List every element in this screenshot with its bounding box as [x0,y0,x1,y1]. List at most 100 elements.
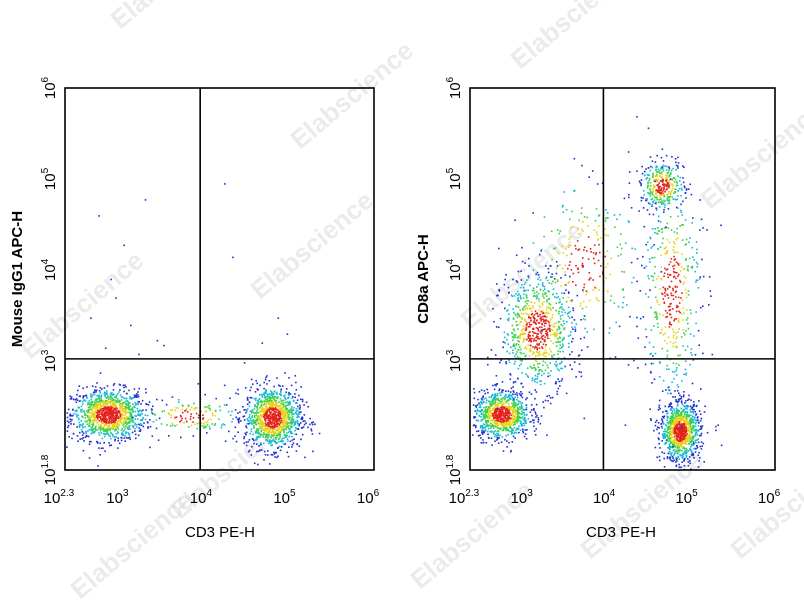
event-dot [269,400,272,403]
event-dot [688,435,690,437]
event-dot [254,412,257,414]
event-dot [299,404,301,407]
event-dot [681,435,683,438]
event-dot [121,432,123,434]
event-dot [687,405,689,408]
event-dot [539,353,542,355]
event-dot [113,396,116,398]
event-dot [694,429,696,431]
event-dot [97,397,100,399]
event-dot [510,449,512,452]
event-dot [273,393,275,396]
event-dot [119,414,121,417]
event-dot [117,437,119,440]
event-dot [520,279,523,281]
event-dot [681,442,683,445]
event-dot [88,457,91,459]
event-dot [277,426,280,428]
event-dot [105,413,107,415]
event-dot [674,431,676,433]
event-dot [282,410,284,413]
event-dot [285,398,287,401]
event-dot [297,422,299,425]
event-dot [292,396,294,398]
event-dot [156,398,158,401]
event-dot [82,432,85,435]
event-dot [670,459,672,462]
event-dot [664,405,667,408]
event-dot [503,423,506,426]
event-dot [528,334,530,336]
event-dot [532,340,535,342]
event-dot [91,423,93,426]
event-dot [473,387,475,390]
event-dot [571,326,573,329]
event-dot [271,391,273,393]
event-dot [106,414,108,417]
event-dot [255,380,257,382]
event-dot [482,411,485,413]
event-dot [516,351,518,353]
event-dot [130,420,132,422]
event-dot [234,409,237,411]
event-dot [70,414,72,417]
event-dot [670,422,672,425]
event-dot [69,418,71,421]
event-dot [98,427,100,429]
event-dot [514,336,517,338]
event-dot [256,437,258,440]
event-dot [103,387,106,389]
event-dot [540,316,542,318]
event-dot [255,432,257,434]
event-dot [88,418,91,420]
event-dot [496,283,498,285]
event-dot [80,419,83,422]
event-dot [264,391,267,393]
event-dot [683,464,686,467]
event-dot [278,434,280,436]
event-dot [519,422,522,424]
event-dot [499,419,502,421]
event-dot [669,437,671,439]
event-dot [521,360,523,362]
event-dot [501,436,504,438]
event-dot [513,424,515,426]
event-dot [673,459,676,462]
event-dot [685,454,688,457]
event-dot [209,428,211,430]
event-dot [513,391,515,393]
event-dot [107,396,109,399]
event-dot [500,359,502,362]
event-dot [110,413,112,416]
event-dot [532,421,535,424]
event-dot [676,434,678,436]
event-dot [498,428,501,430]
event-dot [278,426,281,428]
event-dot [538,253,541,256]
event-dot [271,431,274,433]
event-dot [513,399,515,401]
event-dot [246,431,248,434]
event-dot [670,446,672,448]
event-dot [114,399,116,401]
event-dot [680,400,683,402]
event-dot [535,416,537,418]
event-dot [491,393,494,396]
event-dot [125,404,128,407]
event-dot [686,435,688,438]
event-dot [523,435,526,438]
event-dot [182,405,184,407]
event-dot [507,429,510,431]
event-dot [118,404,121,407]
event-dot [107,426,110,428]
event-dot [530,340,532,342]
event-dot [249,396,252,399]
event-dot [529,337,532,340]
event-dot [706,431,709,434]
event-dot [536,375,539,378]
event-dot [90,317,92,319]
event-dot [477,398,479,401]
event-dot [265,429,268,432]
event-dot [283,432,285,434]
y-tick-label: 101.8 [40,454,59,485]
